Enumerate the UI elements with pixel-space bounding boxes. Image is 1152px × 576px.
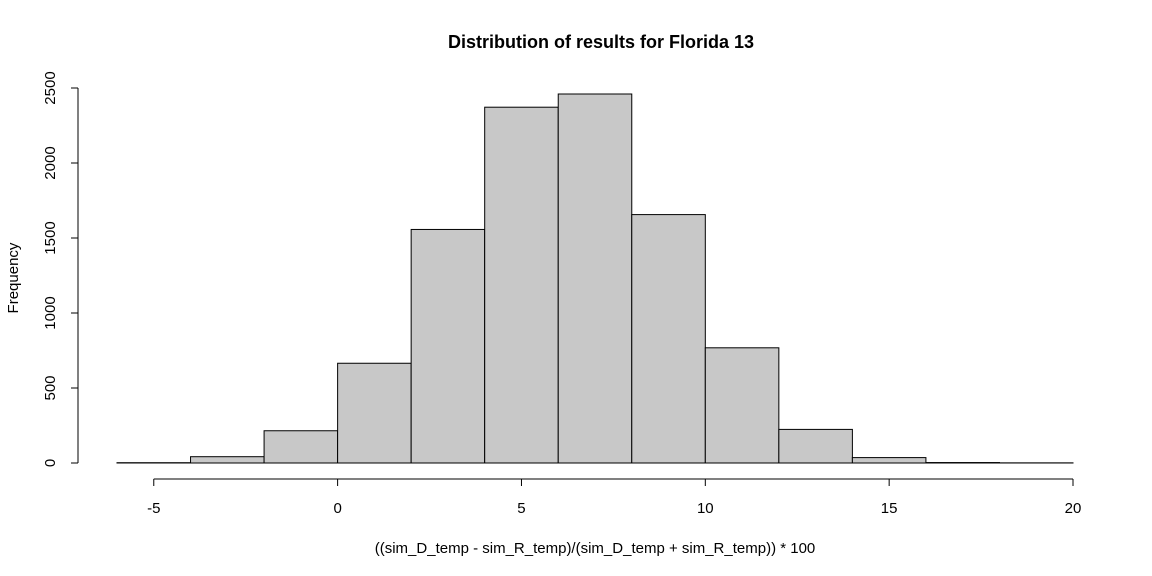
histogram-bar-9 xyxy=(778,428,853,464)
x-tick-label: 15 xyxy=(881,500,898,517)
y-tick-label: 1000 xyxy=(42,296,59,329)
x-tick-label: 20 xyxy=(1065,500,1082,517)
y-tick-label: 0 xyxy=(42,459,59,467)
histogram-bar-4 xyxy=(410,228,486,464)
bars-group xyxy=(116,93,1074,464)
histogram-bar-3 xyxy=(337,362,412,464)
x-tick-label: -5 xyxy=(147,500,160,517)
histogram-bar-2 xyxy=(263,430,339,464)
y-tick-label: 1500 xyxy=(42,221,59,254)
x-tick-label: 10 xyxy=(697,500,714,517)
y-tick-label: 2000 xyxy=(42,146,59,179)
histogram-bar-5 xyxy=(484,106,559,464)
x-tick-label: 0 xyxy=(333,500,341,517)
histogram-bar-7 xyxy=(631,214,706,464)
x-axis: -5 0 5 10 15 20 xyxy=(147,478,1082,517)
histogram-bar-6 xyxy=(557,93,633,464)
chart-title: Distribution of results for Florida 13 xyxy=(448,32,754,52)
y-axis: 0 500 1000 1500 2000 2500 xyxy=(42,71,79,467)
histogram-bar-8 xyxy=(704,347,780,464)
y-tick-label: 2500 xyxy=(42,71,59,104)
x-tick-label: 5 xyxy=(517,500,525,517)
y-axis-label: Frequency xyxy=(5,242,22,313)
histogram-bar-10 xyxy=(851,457,927,464)
x-axis-label: ((sim_D_temp - sim_R_temp)/(sim_D_temp +… xyxy=(375,540,816,557)
histogram-bar-1 xyxy=(190,456,265,464)
y-tick-label: 500 xyxy=(42,375,59,400)
